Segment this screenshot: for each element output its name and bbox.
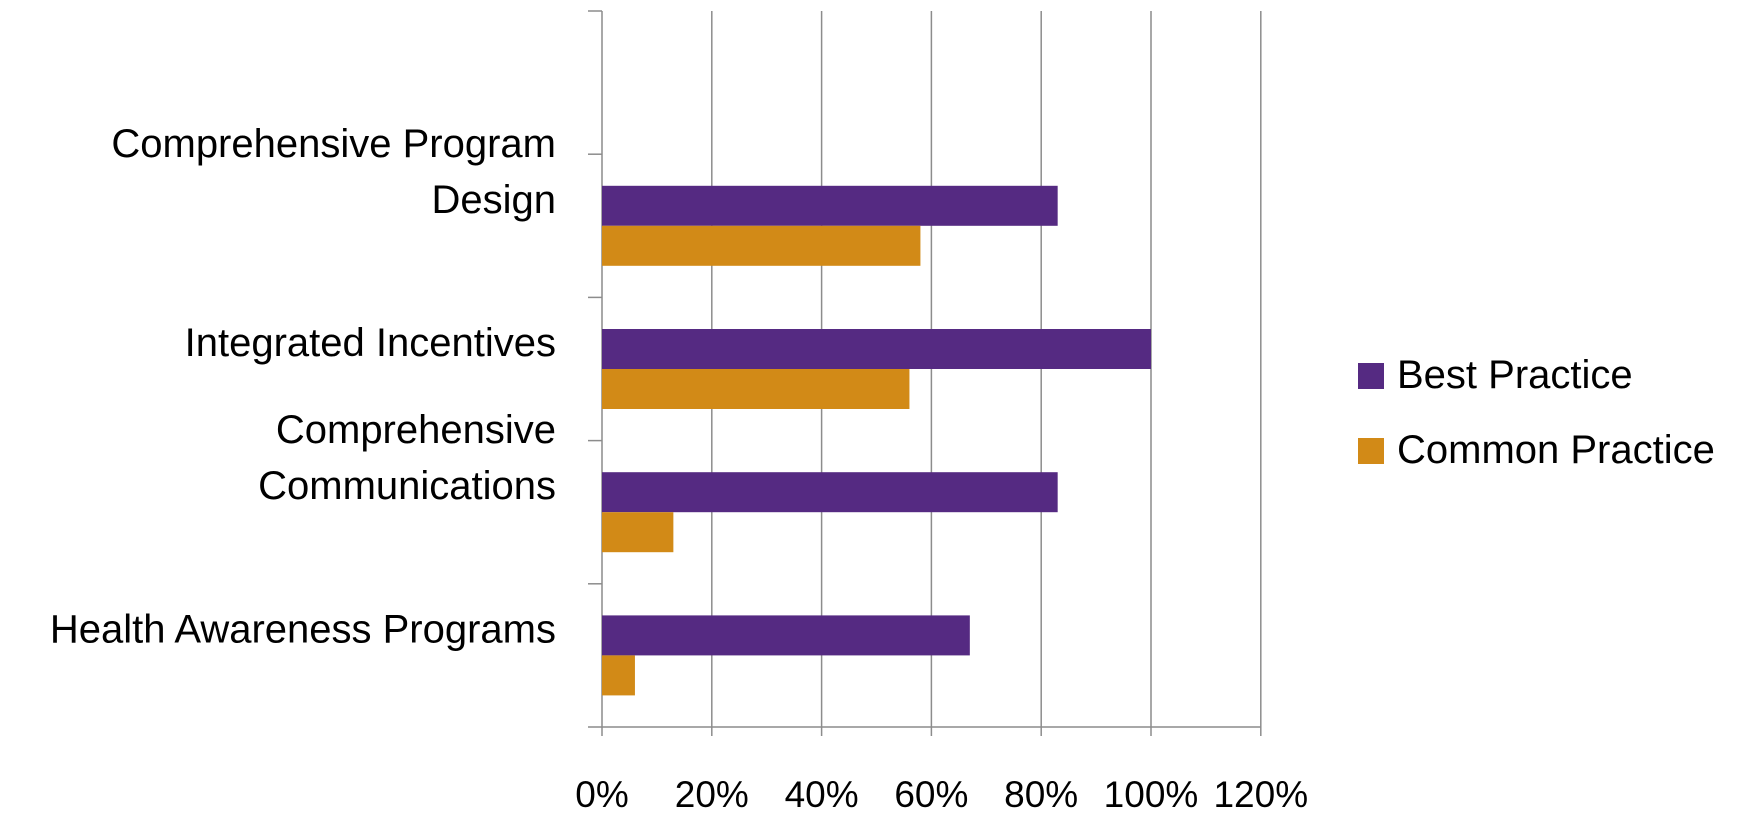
x-tick-label: 100% — [1104, 774, 1199, 809]
bar-common-practice — [602, 225, 921, 266]
bar-best-practice — [602, 329, 1151, 369]
legend-swatch — [1358, 438, 1384, 464]
category-label: Integrated Incentives — [185, 321, 556, 365]
category-labels: Comprehensive Program Design Integrated In… — [50, 122, 556, 652]
x-tick-label: 40% — [785, 774, 859, 809]
legend-item: Common Practice — [1358, 428, 1715, 472]
bar-best-practice — [602, 472, 1058, 513]
bar-common-practice — [602, 655, 635, 696]
category-label: Comprehensive Program Design — [111, 122, 556, 222]
x-tick-label: 80% — [1004, 774, 1078, 809]
legend-swatch — [1358, 363, 1384, 389]
x-tick-label: 0% — [575, 774, 628, 809]
bar-common-practice — [602, 369, 910, 409]
bar-best-practice — [602, 185, 1058, 226]
legend-label: Best Practice — [1397, 353, 1633, 397]
legend: Best Practice Common Practice — [1358, 353, 1715, 472]
x-tick-label: 120% — [1213, 774, 1308, 809]
category-label: Comprehensive Communications — [258, 408, 556, 508]
x-tick-labels: 0% 20% 40% 60% 80% 100% 120% — [575, 774, 1308, 814]
bar-best-practice — [602, 615, 970, 656]
category-label: Health Awareness Programs — [50, 607, 556, 651]
legend-label: Common Practice — [1397, 428, 1715, 472]
x-tick-label: 60% — [894, 774, 968, 809]
legend-item: Best Practice — [1358, 353, 1633, 397]
bar-common-practice — [602, 512, 674, 553]
bars — [602, 185, 1151, 696]
x-tick-label: 20% — [675, 774, 749, 809]
